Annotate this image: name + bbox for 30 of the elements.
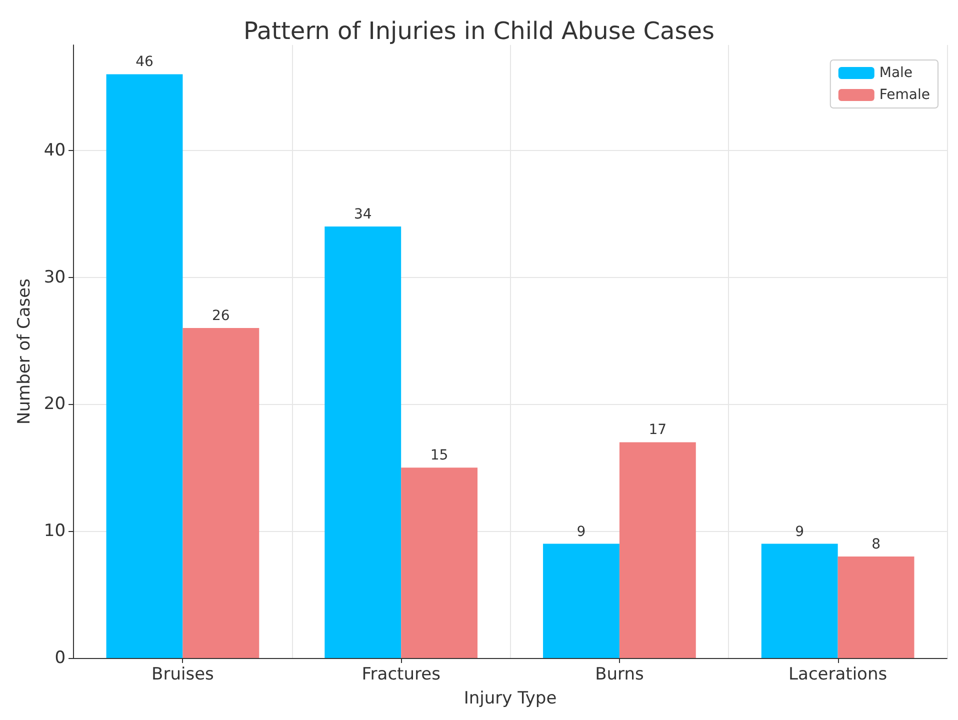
- bar: [324, 226, 402, 658]
- x-axis-title: Injury Type: [464, 688, 557, 708]
- x-tick-label: Fractures: [362, 664, 441, 684]
- chart-title: Pattern of Injuries in Child Abuse Cases: [243, 17, 715, 45]
- data-label: 26: [212, 308, 230, 324]
- y-tick-label: 20: [44, 394, 66, 414]
- data-label: 15: [430, 448, 448, 464]
- x-tick-label: Lacerations: [788, 664, 888, 684]
- legend-label: Female: [879, 87, 930, 103]
- bar: [838, 556, 914, 658]
- data-label: 17: [648, 422, 667, 438]
- y-tick-label: 0: [54, 648, 66, 668]
- bar: [182, 328, 260, 658]
- data-label: 46: [136, 54, 154, 70]
- y-tick-label: 40: [44, 140, 66, 160]
- legend-label: Male: [879, 65, 913, 81]
- x-tick-label: Bruises: [152, 664, 214, 684]
- y-tick-label: 30: [44, 267, 66, 288]
- bar: [401, 468, 478, 658]
- x-tick-label: Burns: [595, 664, 644, 684]
- data-label: 34: [354, 206, 372, 222]
- bar: [761, 544, 838, 658]
- y-axis-title: Number of Cases: [14, 278, 34, 424]
- bar: [543, 544, 620, 658]
- y-tick-label: 10: [44, 521, 66, 542]
- bar: [106, 74, 183, 658]
- data-label: 9: [795, 524, 804, 540]
- bar: [619, 442, 696, 658]
- data-label: 9: [576, 524, 586, 540]
- data-label: 8: [872, 536, 880, 552]
